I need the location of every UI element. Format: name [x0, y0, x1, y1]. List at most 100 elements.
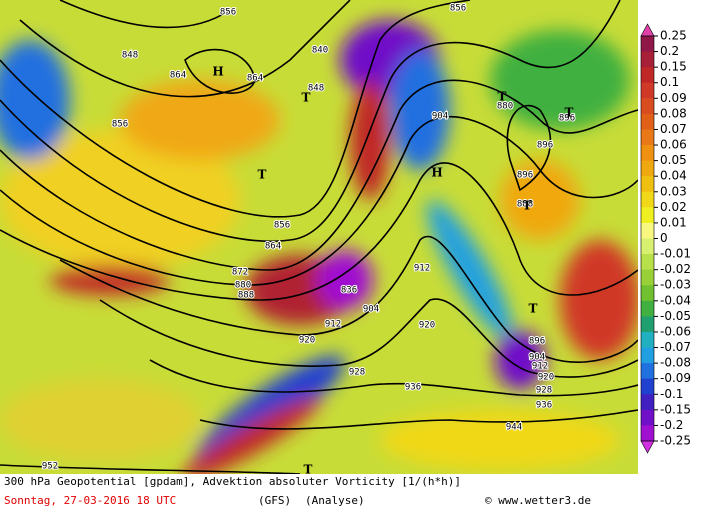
pressure-center: T [498, 90, 507, 104]
contour-label: 880 [235, 281, 251, 291]
colorbar-label: -0.06 [660, 324, 691, 338]
color-band [641, 98, 654, 115]
contour-label: 864 [247, 74, 263, 84]
contour-label: 864 [170, 71, 186, 81]
color-band [641, 254, 654, 271]
colorbar-label: 0.2 [660, 44, 679, 58]
colorbar-label: 0.08 [660, 106, 687, 120]
credit: © www.wetter3.de [485, 494, 591, 507]
contour-label: 880 [497, 102, 513, 112]
colorbar-label: 0.06 [660, 138, 687, 152]
contour-label: 848 [122, 51, 138, 61]
color-band [641, 425, 654, 442]
model: (GFS) [258, 494, 291, 507]
contour-label: 936 [536, 401, 552, 411]
colorbar-label: -0.03 [660, 278, 691, 292]
color-band [641, 129, 654, 146]
contour-label: 856 [274, 221, 290, 231]
colorbar-label: -0.25 [660, 434, 691, 448]
colorbar-label: 0.01 [660, 215, 687, 229]
contours [0, 0, 638, 474]
color-band [641, 176, 654, 193]
run: (Analyse) [305, 494, 365, 507]
color-band [641, 145, 654, 162]
colorbar-label: -0.01 [660, 247, 691, 261]
contour-label: 896 [559, 114, 575, 124]
contour-label: 856 [112, 120, 128, 130]
contour-label: 920 [538, 373, 554, 383]
over-arrow [640, 23, 655, 37]
colorbar-label: -0.07 [660, 340, 691, 354]
date: Sonntag, 27-03-2016 18 UTC [4, 494, 176, 507]
color-band [641, 191, 654, 208]
color-band [641, 238, 654, 255]
colorbar-label: -0.04 [660, 293, 691, 307]
color-band [641, 331, 654, 349]
contour-label: 944 [506, 423, 522, 433]
colorbar-label: -0.08 [660, 356, 691, 370]
contour-label: 864 [265, 242, 281, 252]
contour-label: 896 [537, 141, 553, 151]
color-band [641, 207, 654, 224]
color-band [641, 36, 654, 53]
colorbar-label: 0.03 [660, 184, 687, 198]
pressure-center: H [431, 166, 442, 180]
description: 300 hPa Geopotential [gpdam], Advektion … [4, 475, 461, 488]
colorbar-label: 0 [660, 231, 668, 245]
color-band [641, 316, 654, 333]
colorbar-label: -0.2 [660, 418, 683, 432]
color-band [641, 113, 654, 130]
colorbar-label: -0.05 [660, 309, 691, 323]
contour-label: 920 [419, 321, 435, 331]
under-arrow [640, 440, 655, 454]
contour-label: 928 [536, 386, 552, 396]
colorbar-label: -0.02 [660, 262, 691, 276]
pressure-center: T [523, 199, 532, 213]
colorbar-label: 0.02 [660, 200, 687, 214]
colorbar-label: 0.25 [660, 29, 687, 43]
colorbar-label: 0.07 [660, 122, 687, 136]
contour-label: 888 [517, 200, 533, 210]
contour-label: 928 [349, 368, 365, 378]
colorbar-label: -0.09 [660, 371, 691, 385]
color-band [641, 394, 654, 411]
color-band [641, 378, 654, 395]
contour-label: 912 [414, 264, 430, 274]
contour-label: 904 [363, 305, 379, 315]
colorbar-label: -0.15 [660, 402, 691, 416]
contour-label: 904 [432, 112, 448, 122]
contour-label: 888 [238, 291, 254, 301]
color-band [641, 409, 654, 426]
color-band [641, 347, 654, 364]
pressure-center: T [302, 91, 311, 105]
contour-label: 872 [232, 268, 248, 278]
colorbar: 0.250.20.150.10.090.080.070.060.050.040.… [640, 23, 691, 454]
pressure-center: T [258, 168, 267, 182]
contour-label: 904 [529, 353, 545, 363]
color-band [641, 67, 654, 84]
color-band [641, 269, 654, 286]
color-band [641, 363, 654, 380]
pressure-center: T [529, 302, 538, 316]
contour-label: 912 [532, 362, 548, 372]
color-band [641, 222, 654, 239]
contour-label: 920 [299, 336, 315, 346]
pressure-center: T [565, 106, 574, 120]
colorbar-label: 0.09 [660, 91, 687, 105]
contour-label: 896 [517, 171, 533, 181]
colorbar-label: -0.1 [660, 387, 683, 401]
color-band [641, 82, 654, 99]
contour-label: 912 [325, 320, 341, 330]
contour-label: 952 [42, 462, 58, 472]
contour-label: 856 [450, 4, 466, 14]
contour-label: 856 [220, 8, 236, 18]
colorbar-label: 0.04 [660, 169, 687, 183]
color-band [641, 160, 654, 177]
color-band [641, 51, 654, 68]
contour-label: 936 [405, 383, 421, 393]
color-band [641, 285, 654, 302]
colorbar-label: 0.15 [660, 60, 687, 74]
